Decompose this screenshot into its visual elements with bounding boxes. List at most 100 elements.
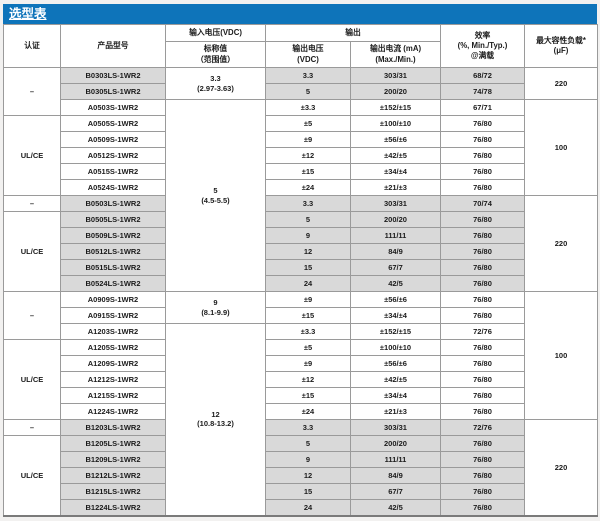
table-row: B0524LS-1WR2 24 42/5 76/80: [4, 275, 598, 292]
table-row: B0305LS-1WR2 5 200/20 74/78: [4, 83, 598, 100]
efficiency-cell: 76/80: [440, 179, 525, 196]
output-voltage-cell: ±15: [265, 307, 351, 324]
output-current-cell: 42/5: [350, 499, 441, 516]
output-voltage-cell: 5: [265, 435, 351, 452]
table-row: A1203S-1WR2 12 (10.8-13.2) ±3.3 ±152/±15 72/7…: [4, 323, 598, 516]
output-current-cell: ±100/±10: [350, 339, 441, 356]
output-voltage-cell: ±15: [265, 163, 351, 180]
output-current-cell: ±42/±5: [350, 147, 441, 164]
output-current-cell: ±34/±4: [350, 307, 441, 324]
efficiency-cell: 76/80: [440, 355, 525, 372]
output-current-cell: 67/7: [350, 483, 441, 500]
table-row: B1215LS-1WR2 15 67/7 76/80: [4, 483, 598, 500]
output-current-cell: 111/11: [350, 227, 441, 244]
model-cell: A1215S-1WR2: [60, 387, 166, 404]
model-cell: A0515S-1WR2: [60, 163, 166, 180]
output-current-cell: ±21/±3: [350, 403, 441, 420]
efficiency-cell: 76/80: [440, 211, 525, 228]
table-row: UL/CE A0505S-1WR2 ±5 ±100/±10 76/80: [3, 115, 598, 196]
output-voltage-cell: ±24: [265, 179, 351, 196]
output-voltage-cell: 12: [265, 243, 351, 260]
model-cell: B0505LS-1WR2: [60, 211, 166, 228]
efficiency-cell: 76/80: [440, 403, 525, 420]
model-cell: A0509S-1WR2: [60, 131, 166, 148]
output-voltage-cell: 9: [265, 451, 351, 468]
model-cell: B1209LS-1WR2: [60, 451, 166, 468]
efficiency-cell: 68/72: [440, 67, 525, 84]
efficiency-cell: 76/80: [440, 499, 525, 516]
col-header-input-voltage-group: 输入电压(VDC): [165, 24, 266, 42]
efficiency-cell: 76/80: [440, 115, 525, 132]
table-header: 认证 产品型号 输入电压(VDC) 输出 效率 (%, Min./Typ.) @…: [3, 24, 598, 68]
output-current-cell: 303/31: [350, 419, 441, 436]
efficiency-cell: 76/80: [440, 307, 525, 324]
table-row: B1209LS-1WR2 9 111/11 76/80: [4, 451, 598, 468]
selection-table: 认证 产品型号 输入电压(VDC) 输出 效率 (%, Min./Typ.) @…: [3, 24, 598, 517]
efficiency-cell: 76/80: [440, 259, 525, 276]
output-current-cell: ±152/±15: [350, 99, 441, 116]
output-voltage-cell: 24: [265, 275, 351, 292]
efficiency-cell: 76/80: [440, 435, 525, 452]
model-cell: A1209S-1WR2: [60, 355, 166, 372]
output-voltage-cell: 5: [265, 211, 351, 228]
table-row: A0515S-1WR2 ±15 ±34/±4 76/80: [4, 163, 598, 180]
output-current-cell: 111/11: [350, 451, 441, 468]
table-row: A1209S-1WR2 ±9 ±56/±6 76/80: [4, 355, 598, 372]
output-current-cell: ±56/±6: [350, 355, 441, 372]
output-current-cell: 42/5: [350, 275, 441, 292]
output-voltage-cell: ±5: [265, 339, 351, 356]
model-cell: A1212S-1WR2: [60, 371, 166, 388]
efficiency-cell: 76/80: [440, 371, 525, 388]
output-voltage-cell: 5: [265, 83, 351, 100]
model-cell: A0909S-1WR2: [60, 291, 166, 308]
table-row: B1212LS-1WR2 12 84/9 76/80: [4, 467, 598, 484]
table-row: B0515LS-1WR2 15 67/7 76/80: [4, 259, 598, 276]
certification-cell: UL/CE: [3, 435, 61, 516]
certification-cell: –: [3, 291, 61, 340]
output-voltage-cell: 3.3: [265, 67, 351, 84]
model-cell: B0512LS-1WR2: [60, 243, 166, 260]
model-cell: B1215LS-1WR2: [60, 483, 166, 500]
efficiency-cell: 76/80: [440, 387, 525, 404]
model-cell: B0509LS-1WR2: [60, 227, 166, 244]
output-voltage-cell: ±9: [265, 291, 351, 308]
output-voltage-cell: ±3.3: [265, 323, 351, 340]
table-row: UL/CE A1205S-1WR2 ±5 ±100/±10 76/80: [3, 339, 598, 420]
model-cell: A0524S-1WR2: [60, 179, 166, 196]
output-current-cell: ±152/±15: [350, 323, 441, 340]
model-cell: B1212LS-1WR2: [60, 467, 166, 484]
output-current-cell: 200/20: [350, 435, 441, 452]
col-header-output-voltage: 输出电压 (VDC): [265, 41, 351, 68]
efficiency-cell: 72/76: [440, 323, 525, 340]
efficiency-cell: 67/71: [440, 99, 525, 116]
model-cell: B1224LS-1WR2: [60, 499, 166, 516]
table-row: A1224S-1WR2 ±24 ±21/±3 76/80: [4, 403, 598, 420]
efficiency-cell: 76/80: [440, 291, 525, 308]
output-current-cell: 303/31: [350, 195, 441, 212]
model-cell: A1203S-1WR2: [60, 323, 166, 340]
model-cell: A1224S-1WR2: [60, 403, 166, 420]
input-voltage-cell: 5 (4.5-5.5): [165, 99, 266, 292]
output-current-cell: ±56/±6: [350, 131, 441, 148]
output-voltage-cell: ±9: [265, 131, 351, 148]
table-row: – B0303LS-1WR2 3.3 (2.97-3.63) 3.3 303/31 68/7…: [3, 67, 598, 116]
efficiency-cell: 74/78: [440, 83, 525, 100]
output-voltage-cell: 3.3: [265, 195, 351, 212]
table-row: A0512S-1WR2 ±12 ±42/±5 76/80: [4, 147, 598, 164]
model-cell: B0503LS-1WR2: [60, 195, 166, 212]
model-cell: B0305LS-1WR2: [60, 83, 166, 100]
efficiency-cell: 76/80: [440, 467, 525, 484]
table-row: A0503S-1WR2 5 (4.5-5.5) ±3.3 ±152/±15 67/71 10…: [4, 99, 598, 292]
output-voltage-cell: ±3.3: [265, 99, 351, 116]
output-current-cell: 84/9: [350, 467, 441, 484]
output-current-cell: ±34/±4: [350, 163, 441, 180]
model-cell: B1203LS-1WR2: [60, 419, 166, 436]
table-row: B0512LS-1WR2 12 84/9 76/80: [4, 243, 598, 260]
col-header-certification: 认证: [3, 24, 61, 68]
model-cell: B1205LS-1WR2: [60, 435, 166, 452]
model-cell: A0915S-1WR2: [60, 307, 166, 324]
table-row: A1212S-1WR2 ±12 ±42/±5 76/80: [4, 371, 598, 388]
table-row: B1224LS-1WR2 24 42/5 76/80: [4, 499, 598, 516]
efficiency-cell: 76/80: [440, 163, 525, 180]
